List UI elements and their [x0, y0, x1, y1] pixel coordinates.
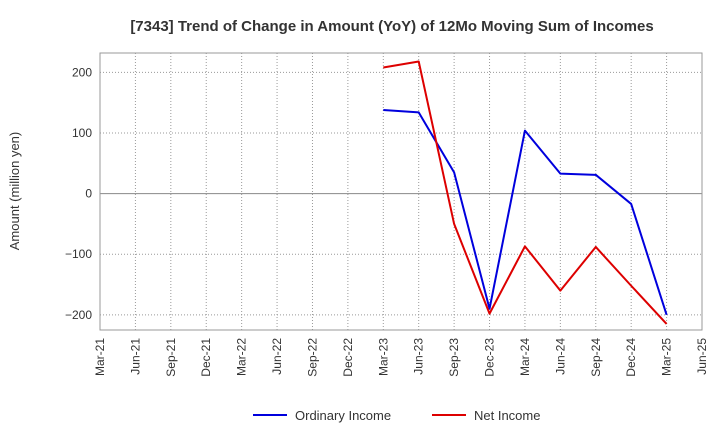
x-tick-label: Mar-24 — [518, 338, 532, 376]
x-tick-label: Sep-22 — [305, 338, 319, 377]
x-tick-label: Jun-21 — [128, 338, 142, 375]
plot-frame — [99, 52, 703, 331]
series-line — [383, 108, 668, 316]
x-tick-label: Dec-21 — [199, 338, 213, 377]
series-lines — [383, 60, 668, 325]
y-tick-label: 200 — [72, 65, 92, 79]
legend: Ordinary Income Net Income — [253, 408, 540, 423]
series-line — [383, 60, 668, 325]
y-tick-label: −200 — [65, 308, 92, 322]
y-tick-labels: 200 100 0 −100 −200 — [65, 65, 92, 321]
x-tick-label: Dec-24 — [624, 338, 638, 377]
x-tick-label: Dec-23 — [483, 338, 497, 377]
x-tick-label: Jun-24 — [553, 338, 567, 375]
chart-title: [7343] Trend of Change in Amount (YoY) o… — [130, 18, 653, 35]
y-tick-label: −100 — [65, 247, 92, 261]
x-tick-label: Mar-22 — [235, 338, 249, 376]
x-tick-label: Jun-25 — [695, 338, 709, 375]
x-tick-label: Sep-23 — [447, 338, 461, 377]
y-tick-label: 0 — [85, 187, 92, 201]
grid — [100, 53, 702, 330]
x-tick-label: Mar-21 — [93, 338, 107, 376]
x-tick-label: Jun-22 — [270, 338, 284, 375]
x-tick-label: Sep-24 — [589, 338, 603, 377]
legend-label: Net Income — [474, 408, 540, 423]
x-tick-label: Jun-23 — [412, 338, 426, 375]
y-tick-label: 100 — [72, 126, 92, 140]
x-tick-labels: Mar-21 Jun-21 Sep-21 Dec-21 Mar-22 Jun-22 Sep-… — [93, 338, 709, 377]
x-tick-label: Dec-22 — [341, 338, 355, 377]
x-tick-label: Mar-25 — [660, 338, 674, 376]
y-axis-label: Amount (million yen) — [7, 132, 22, 251]
x-tick-label: Sep-21 — [164, 338, 178, 377]
x-tick-label: Mar-23 — [376, 338, 390, 376]
legend-label: Ordinary Income — [295, 408, 391, 423]
